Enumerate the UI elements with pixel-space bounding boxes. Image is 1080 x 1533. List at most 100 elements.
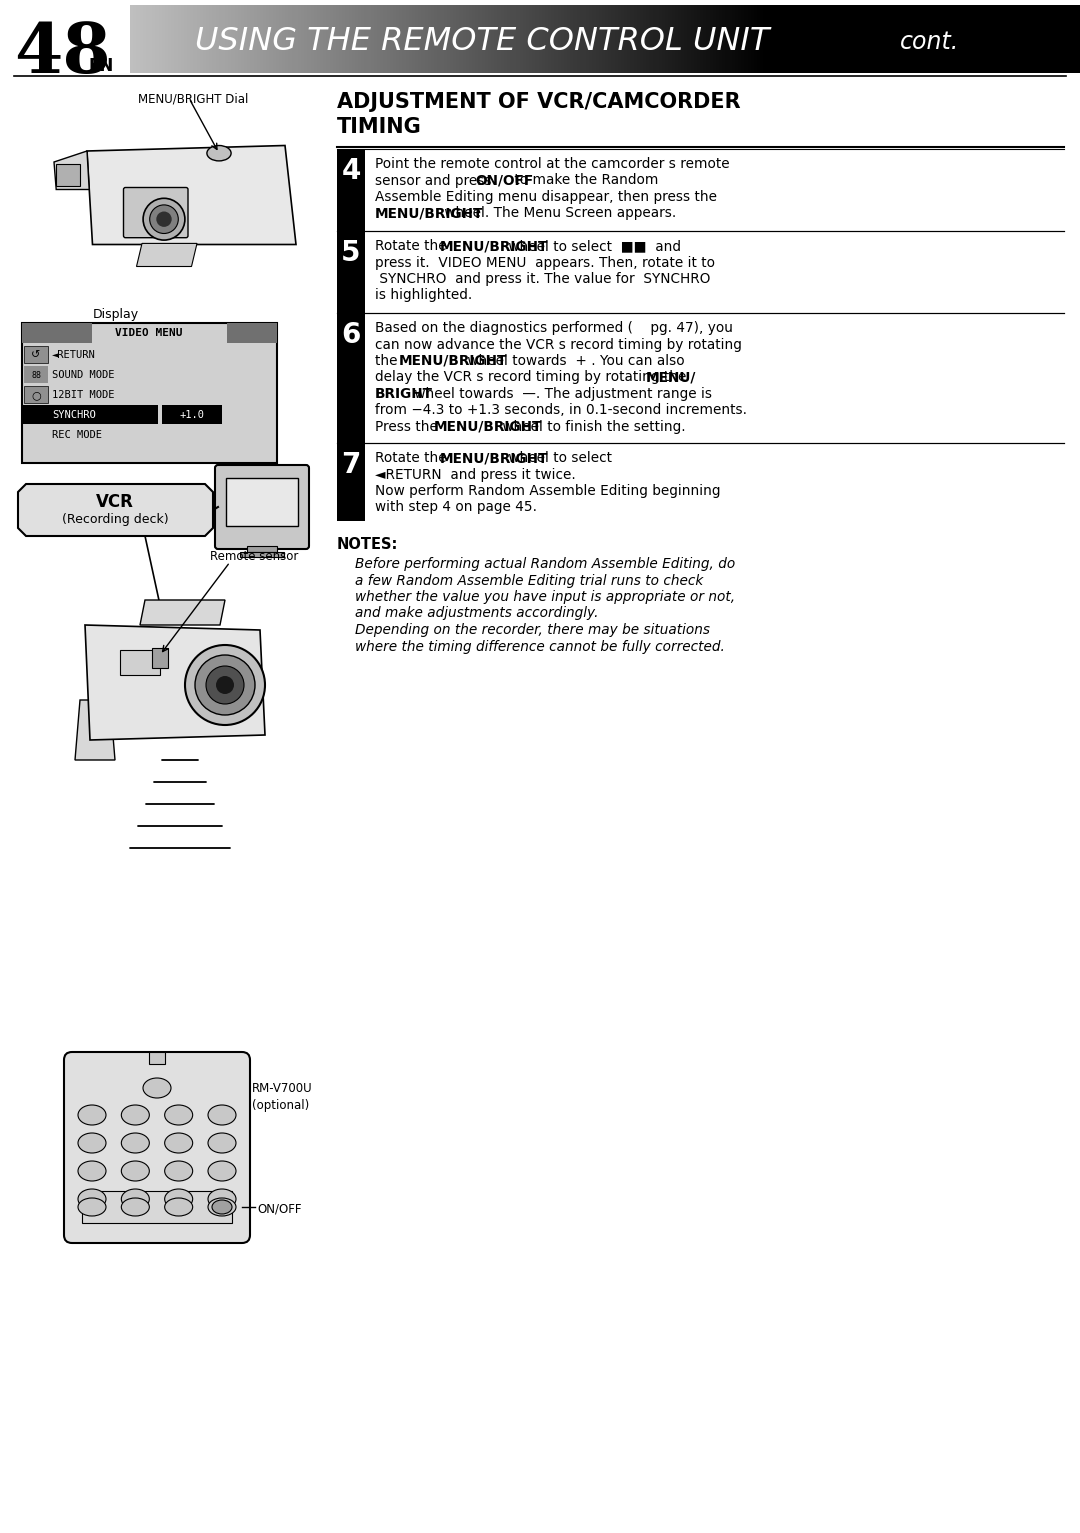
Bar	[421, 5, 426, 74]
Bar	[285, 5, 289, 74]
Bar	[305, 5, 308, 74]
Bar	[349, 5, 353, 74]
Ellipse shape	[212, 1200, 232, 1214]
Bar	[269, 5, 273, 74]
Text: wheel towards  —. The adjustment range is: wheel towards —. The adjustment range is	[410, 386, 713, 402]
Bar	[675, 5, 679, 74]
Text: delay the VCR s record timing by rotating the: delay the VCR s record timing by rotatin…	[375, 371, 691, 385]
Bar	[978, 5, 983, 74]
Text: wheel to select: wheel to select	[504, 451, 612, 464]
Bar	[453, 5, 457, 74]
Bar	[890, 5, 894, 74]
Bar	[355, 5, 359, 74]
Bar	[909, 5, 914, 74]
Text: +1.0: +1.0	[179, 409, 204, 420]
Bar	[624, 5, 629, 74]
Text: the: the	[375, 354, 402, 368]
Bar	[870, 5, 875, 74]
Bar	[1042, 5, 1047, 74]
Polygon shape	[54, 150, 90, 190]
Bar	[374, 5, 378, 74]
Text: (Recording deck): (Recording deck)	[62, 514, 168, 526]
Bar	[785, 5, 789, 74]
Text: and make adjustments accordingly.: and make adjustments accordingly.	[355, 607, 598, 621]
Ellipse shape	[164, 1160, 192, 1180]
Text: Rotate the: Rotate the	[375, 239, 451, 253]
Bar	[723, 5, 727, 74]
Ellipse shape	[208, 1197, 237, 1216]
Bar	[1061, 5, 1065, 74]
Text: 7: 7	[341, 451, 361, 478]
Bar	[649, 5, 653, 74]
Polygon shape	[75, 701, 114, 760]
Text: can now advance the VCR s record timing by rotating: can now advance the VCR s record timing …	[375, 337, 742, 351]
Bar	[767, 5, 771, 74]
Ellipse shape	[164, 1105, 192, 1125]
Bar	[485, 5, 489, 74]
Bar	[957, 5, 961, 74]
Bar	[352, 5, 355, 74]
Bar	[482, 5, 486, 74]
Bar	[337, 231, 365, 313]
Text: EN: EN	[87, 57, 113, 75]
Bar	[193, 5, 198, 74]
Bar	[947, 5, 951, 74]
Bar	[529, 5, 534, 74]
Bar	[602, 5, 606, 74]
Bar	[615, 5, 619, 74]
Text: wheel towards  + . You can also: wheel towards + . You can also	[463, 354, 685, 368]
Bar	[937, 5, 942, 74]
Polygon shape	[85, 625, 265, 740]
Bar	[598, 5, 603, 74]
Bar	[913, 5, 916, 74]
Bar	[918, 5, 922, 74]
Bar	[852, 5, 856, 74]
Bar	[639, 5, 644, 74]
Bar	[548, 5, 552, 74]
Bar	[364, 5, 368, 74]
Bar	[697, 5, 701, 74]
Bar	[931, 5, 935, 74]
Bar	[829, 5, 834, 74]
Bar	[896, 5, 901, 74]
Bar	[646, 5, 650, 74]
Ellipse shape	[121, 1197, 149, 1216]
Text: Based on the diagnostics performed (    pg. 47), you: Based on the diagnostics performed ( pg.…	[375, 320, 733, 336]
Bar	[1029, 5, 1034, 74]
Bar	[400, 5, 403, 74]
Bar	[510, 5, 514, 74]
Bar	[580, 5, 584, 74]
Text: 6: 6	[341, 320, 361, 350]
Text: SYNCHRO  and press it. The value for  SYNCHRO: SYNCHRO and press it. The value for SYNC…	[375, 271, 711, 287]
Bar	[342, 5, 347, 74]
Bar	[226, 478, 298, 526]
Text: to make the Random: to make the Random	[510, 173, 659, 187]
FancyBboxPatch shape	[215, 464, 309, 549]
Text: Assemble Editing menu disappear, then press the: Assemble Editing menu disappear, then pr…	[375, 190, 717, 204]
Bar	[260, 5, 264, 74]
Text: sensor and press: sensor and press	[375, 173, 496, 187]
Bar	[731, 5, 735, 74]
Bar	[703, 5, 707, 74]
Bar	[357, 5, 362, 74]
Bar	[1045, 5, 1050, 74]
Bar	[855, 5, 860, 74]
Bar	[282, 5, 286, 74]
Bar	[577, 5, 581, 74]
Bar	[567, 5, 571, 74]
Ellipse shape	[78, 1190, 106, 1210]
Bar	[659, 5, 663, 74]
Text: a few Random Assemble Editing trial runs to check: a few Random Assemble Editing trial runs…	[355, 573, 703, 587]
Bar	[210, 5, 214, 74]
Bar	[788, 5, 793, 74]
Bar	[292, 5, 296, 74]
Bar	[868, 5, 872, 74]
Bar	[257, 5, 261, 74]
Bar	[928, 5, 932, 74]
Bar	[1036, 5, 1040, 74]
Bar	[573, 5, 578, 74]
Bar	[564, 5, 568, 74]
Bar	[206, 5, 211, 74]
Bar	[130, 5, 134, 74]
Bar	[396, 5, 401, 74]
